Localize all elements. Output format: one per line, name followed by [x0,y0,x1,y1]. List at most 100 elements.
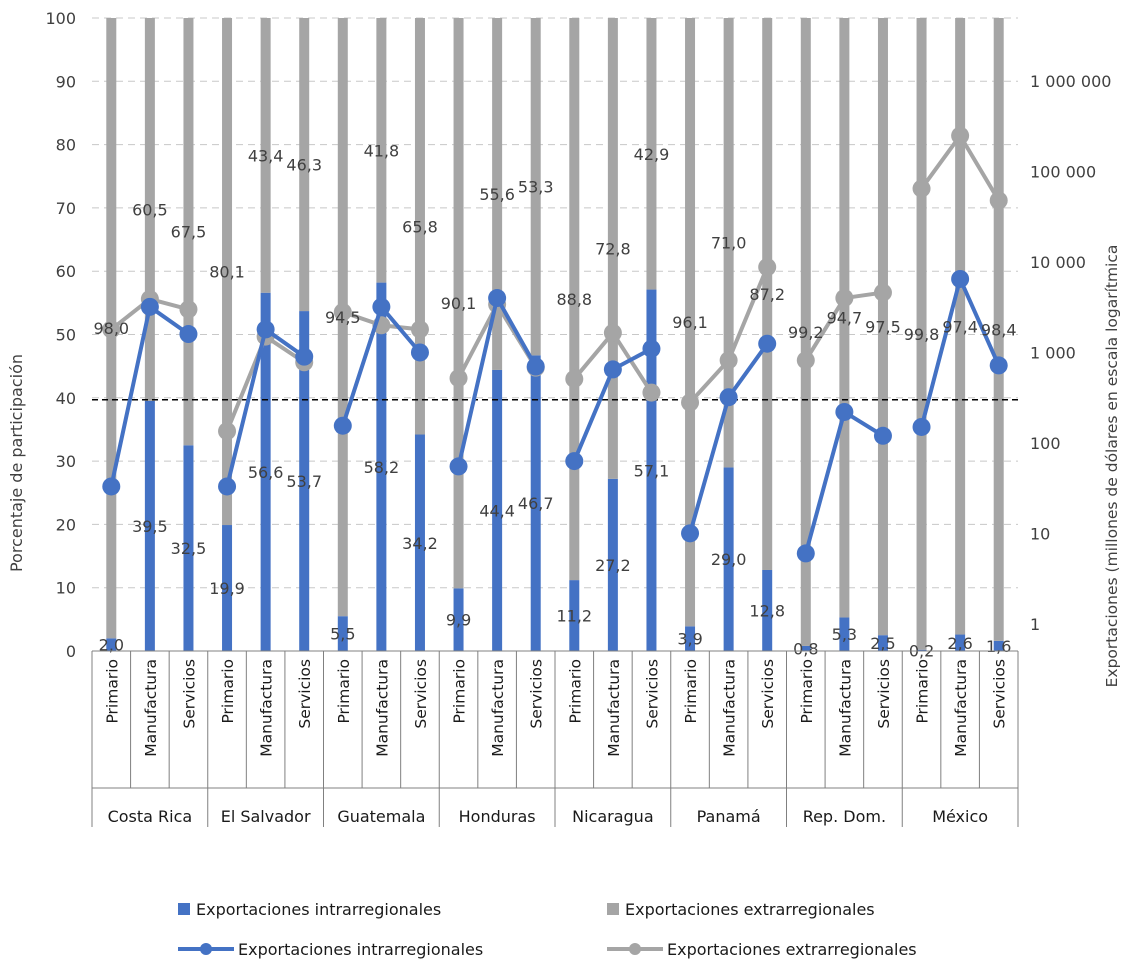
data-label-intra: 1,6 [986,637,1011,656]
extra-point [835,289,854,308]
bar-intra [106,638,117,651]
intra-point [951,269,970,288]
data-label-extra: 80,1 [209,263,245,282]
y-axis-right-title: Exportaciones (millones de dólares en es… [1103,245,1121,688]
intra-point [372,297,391,316]
data-label-extra: 53,3 [518,178,554,197]
bar-intra [839,617,850,651]
extra-point [449,369,468,388]
intra-point [642,339,661,358]
data-label-extra: 43,4 [248,146,284,165]
x-tick-sector: Primario [914,659,932,724]
data-label-intra: 19,9 [209,579,245,598]
y-tick-left: 90 [56,72,76,91]
data-label-intra: 46,7 [518,494,554,513]
data-label-extra: 71,0 [711,234,747,253]
y-tick-left: 80 [56,136,76,155]
data-label-intra: 0,8 [793,639,818,658]
bar-extra [530,18,541,356]
bar-extra [762,18,773,570]
bar-intra [492,369,503,651]
bar-intra [530,355,541,651]
y-tick-left: 20 [56,515,76,534]
y-tick-left: 60 [56,262,76,281]
bar-intra [685,626,696,651]
data-label-intra: 53,7 [286,472,322,491]
intra-point [603,360,622,379]
bar-intra [955,634,966,651]
extra-point [642,383,661,402]
intra-point [488,289,507,308]
y-tick-right: 10 [1030,524,1050,543]
bar-intra [337,616,348,651]
intra-point [758,334,777,353]
extra-point [951,126,970,145]
legend-label: Exportaciones extrarregionales [667,940,917,959]
x-tick-sector: Servicios [528,659,546,729]
bar-extra [569,18,580,581]
bar-extra [607,18,618,479]
x-tick-sector: Primario [103,659,121,724]
data-label-extra: 97,4 [942,317,978,336]
extra-point [102,320,121,339]
intra-point [681,524,700,543]
y-tick-left: 100 [45,9,76,28]
x-tick-sector: Manufactura [605,659,623,757]
y-tick-left: 40 [56,389,76,408]
y-tick-left: 0 [66,642,76,661]
bar-extra [993,18,1004,641]
legend-swatch-marker [629,943,641,955]
x-tick-sector: Primario [682,659,700,724]
extra-point [218,422,237,441]
data-label-intra: 58,2 [364,458,400,477]
intra-point [565,452,584,471]
legend: Exportaciones intrarregionales Exportacio… [178,900,917,959]
data-label-extra: 42,9 [634,145,670,164]
data-label-intra: 29,0 [711,550,747,569]
data-label-extra: 94,5 [325,308,361,327]
bar-extra [877,18,888,636]
y-tick-right: 10 000 [1030,253,1086,272]
data-label-extra: 46,3 [286,156,322,175]
intra-point [835,402,854,421]
data-label-extra: 96,1 [672,313,708,332]
bar-extra [260,18,271,293]
x-tick-country: Honduras [459,807,536,826]
x-tick-sector: Manufactura [258,659,276,757]
bar-extra [955,18,966,635]
legend-swatch-bar [607,903,619,915]
x-tick-sector: Manufactura [952,659,970,757]
bar-extra [492,18,503,370]
bar-extra [222,18,233,526]
gridlines [92,17,1018,589]
x-tick-sector: Primario [219,659,237,724]
bar-intra [569,580,580,651]
data-label-extra: 94,7 [827,309,863,328]
extra-point [681,393,700,412]
x-tick-sector: Servicios [412,659,430,729]
x-tick-sector: Primario [566,659,584,724]
legend-swatch-marker [200,943,212,955]
bar-intra [222,525,233,651]
data-label-extra: 99,8 [904,325,940,344]
x-tick-country: Guatemala [337,807,425,826]
data-label-intra: 56,6 [248,463,284,482]
x-tick-sector: Manufactura [836,659,854,757]
bar-intra [800,645,811,651]
bar-extra [685,18,696,627]
bar-extra [839,18,850,618]
x-tick-sector: Servicios [296,659,314,729]
extra-point [565,369,584,388]
bar-intra [260,292,271,651]
extra-point [410,320,429,339]
intra-point [449,457,468,476]
extra-point [873,283,892,302]
data-label-intra: 3,9 [677,630,702,649]
data-label-extra: 90,1 [441,294,477,313]
data-label-extra: 99,2 [788,323,824,342]
bar-extra [144,18,155,401]
x-tick-sector: Manufactura [373,659,391,757]
bar-extra [723,18,734,468]
data-label-extra: 88,8 [556,290,592,309]
